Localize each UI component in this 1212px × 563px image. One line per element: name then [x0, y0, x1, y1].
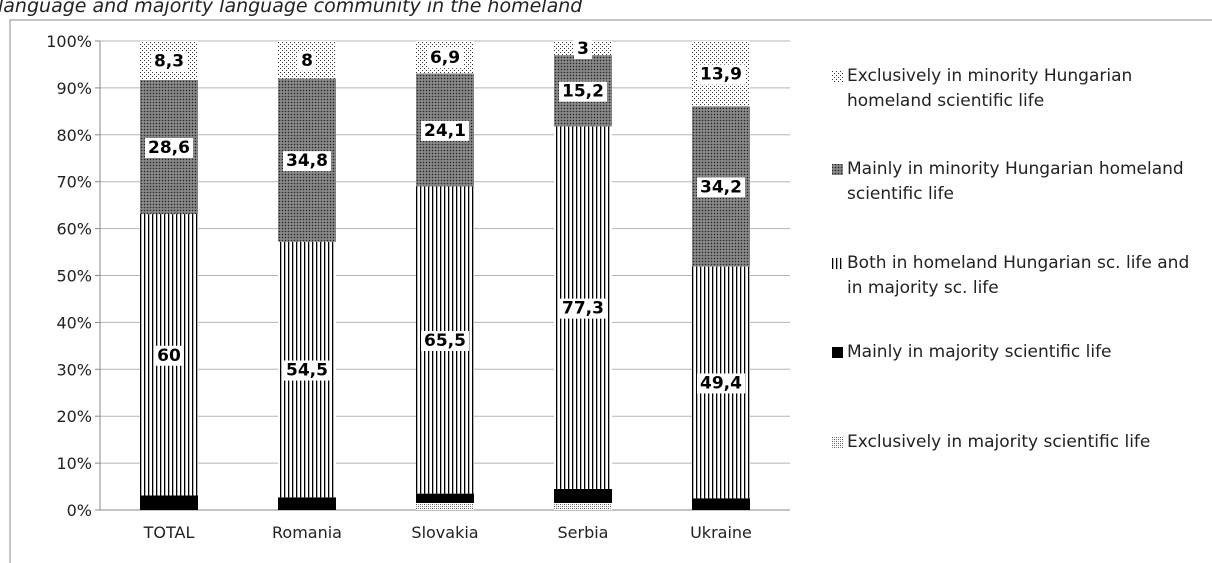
legend-swatch-fill — [832, 164, 843, 175]
legend-swatch — [832, 437, 843, 448]
y-tick-label: 20% — [56, 407, 92, 426]
legend-swatch-fill — [832, 258, 843, 269]
data-label-bg — [559, 298, 607, 319]
data-label: 8,3 — [154, 51, 184, 71]
legend-item: Mainly in majority scientific life — [832, 340, 1202, 365]
legend-swatch — [832, 164, 843, 175]
data-label-bg — [574, 39, 592, 60]
data-label-bg — [154, 345, 184, 366]
bar-segment — [692, 498, 750, 510]
data-label-bg — [421, 330, 469, 351]
data-label-bg — [559, 81, 607, 102]
bar-segment — [554, 502, 612, 510]
y-tick-label: 30% — [56, 360, 92, 379]
y-tick-label: 90% — [56, 79, 92, 98]
data-label: 13,9 — [700, 65, 742, 85]
data-label-bg — [283, 360, 331, 381]
y-tick-label: 40% — [56, 313, 92, 332]
y-tick-label: 60% — [56, 220, 92, 239]
data-label-bg — [426, 48, 464, 69]
legend-item: Exclusively in majority scientific life — [832, 430, 1202, 455]
data-label-bg — [150, 51, 188, 72]
data-label-bg — [697, 373, 746, 394]
data-label: 24,1 — [424, 121, 466, 141]
data-label-bg — [298, 50, 316, 71]
bar-segment — [140, 495, 198, 510]
legend-label: Exclusively in majority scientific life — [847, 432, 1151, 452]
legend-swatch — [832, 258, 843, 269]
data-label-bg — [283, 151, 331, 172]
data-label: 49,4 — [700, 373, 742, 393]
x-tick-label: Ukraine — [690, 523, 752, 542]
legend-label: Mainly in minority Hungarian homeland sc… — [847, 159, 1184, 204]
legend-item: Both in homeland Hungarian sc. life and … — [832, 251, 1202, 301]
data-label: 3 — [577, 39, 589, 59]
y-tick-label: 50% — [56, 267, 92, 286]
legend-swatch-fill — [832, 71, 843, 82]
data-label: 34,8 — [286, 151, 328, 171]
bar-segment — [416, 502, 474, 510]
legend-label: Both in homeland Hungarian sc. life and … — [847, 253, 1190, 298]
data-label: 34,2 — [700, 177, 742, 197]
data-label: 54,5 — [286, 361, 328, 381]
data-label: 65,5 — [424, 331, 466, 351]
bar-segment — [278, 497, 336, 510]
bar-segment — [554, 488, 612, 503]
data-label-bg — [697, 64, 745, 85]
legend-label: Mainly in majority scientific life — [847, 342, 1112, 362]
legend-item: Exclusively in minority Hungarian homela… — [832, 64, 1202, 114]
x-tick-label: Serbia — [558, 523, 609, 542]
data-label: 60 — [157, 346, 181, 366]
data-label: 15,2 — [562, 82, 604, 102]
data-label-bg — [697, 177, 745, 198]
legend-swatch-fill — [832, 437, 843, 448]
y-tick-label: 0% — [67, 501, 92, 520]
legend-swatch — [832, 71, 843, 82]
y-tick-label: 70% — [56, 173, 92, 192]
x-tick-label: TOTAL — [143, 523, 195, 542]
data-label: 8 — [301, 51, 313, 71]
data-label-bg — [421, 120, 469, 141]
x-tick-label: Romania — [272, 523, 342, 542]
data-label: 28,6 — [148, 138, 190, 158]
legend-swatch-fill — [832, 347, 843, 358]
data-label: 6,9 — [430, 48, 460, 68]
y-tick-label: 10% — [56, 454, 92, 473]
chart-frame — [9, 19, 1212, 563]
bar-segment — [416, 493, 474, 503]
data-label-bg — [145, 137, 193, 158]
x-tick-label: Slovakia — [411, 523, 478, 542]
data-label: 77,3 — [562, 299, 604, 319]
legend-label: Exclusively in minority Hungarian homela… — [847, 66, 1133, 111]
y-tick-label: 100% — [46, 32, 92, 51]
legend-swatch — [832, 347, 843, 358]
y-tick-label: 80% — [56, 126, 92, 145]
chart-title: language and majority language community… — [0, 0, 583, 17]
legend-item: Mainly in minority Hungarian homeland sc… — [832, 157, 1202, 207]
